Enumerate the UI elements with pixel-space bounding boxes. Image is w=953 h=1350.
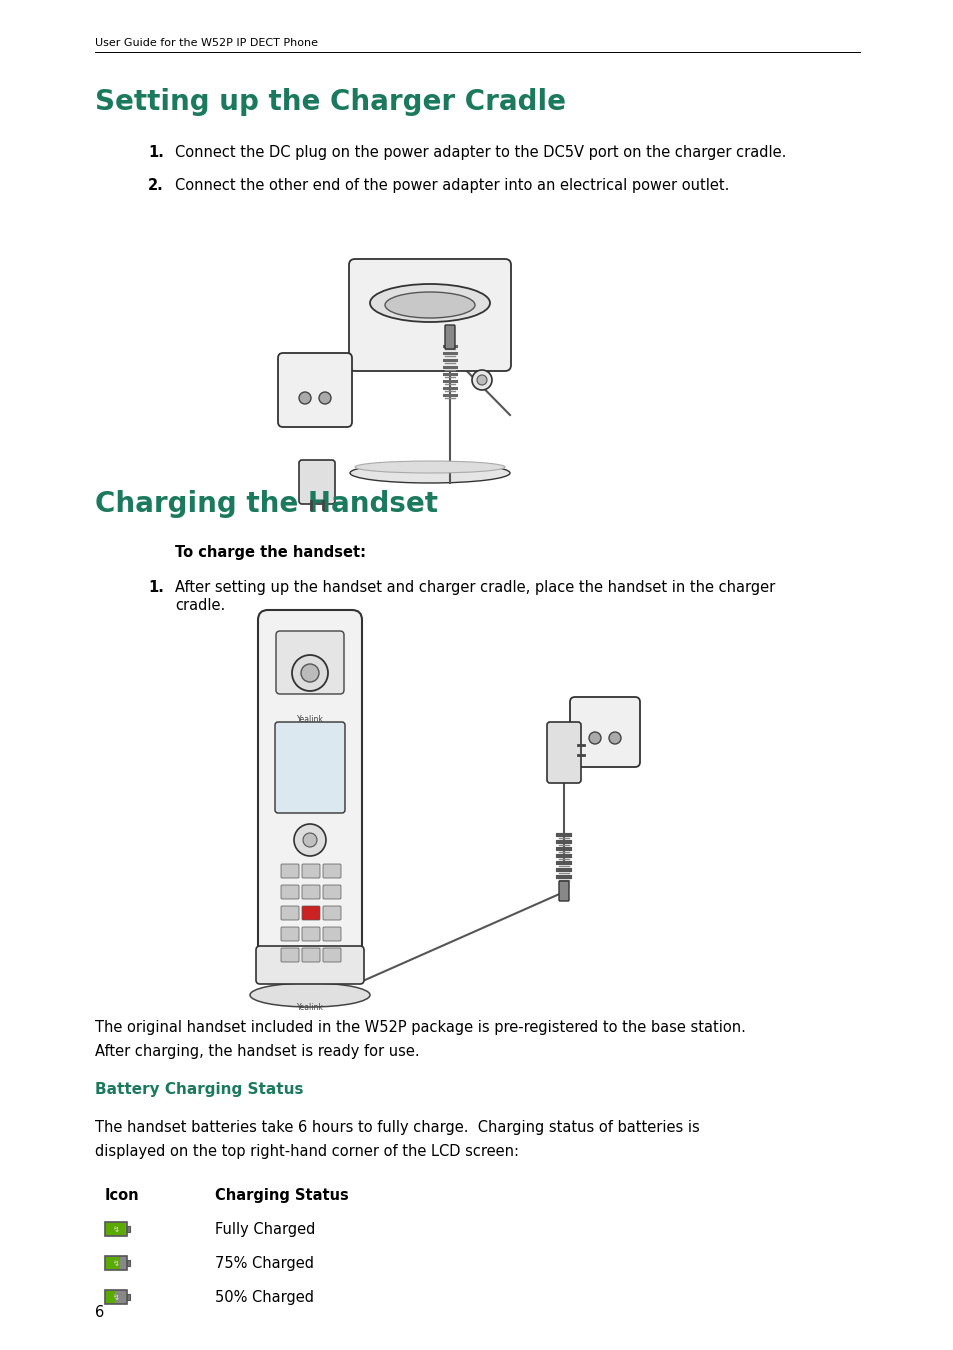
Text: Yealink: Yealink	[296, 1003, 323, 1012]
FancyBboxPatch shape	[281, 948, 298, 963]
FancyBboxPatch shape	[323, 906, 340, 919]
Text: 6: 6	[95, 1305, 104, 1320]
FancyBboxPatch shape	[302, 886, 319, 899]
Ellipse shape	[355, 460, 504, 472]
Text: After charging, the handset is ready for use.: After charging, the handset is ready for…	[95, 1044, 419, 1058]
FancyBboxPatch shape	[281, 886, 298, 899]
FancyBboxPatch shape	[349, 259, 511, 371]
Ellipse shape	[385, 292, 475, 319]
FancyBboxPatch shape	[558, 882, 568, 900]
FancyBboxPatch shape	[323, 948, 340, 963]
Circle shape	[472, 370, 492, 390]
FancyBboxPatch shape	[569, 697, 639, 767]
FancyBboxPatch shape	[275, 630, 344, 694]
Text: Icon: Icon	[105, 1188, 139, 1203]
Text: 2.: 2.	[148, 178, 164, 193]
Text: ↯: ↯	[112, 1258, 119, 1268]
FancyBboxPatch shape	[255, 946, 364, 984]
Text: 1.: 1.	[148, 144, 164, 161]
FancyBboxPatch shape	[127, 1295, 130, 1300]
Circle shape	[318, 392, 331, 404]
Text: To charge the handset:: To charge the handset:	[174, 545, 366, 560]
Text: After setting up the handset and charger cradle, place the handset in the charge: After setting up the handset and charger…	[174, 580, 775, 595]
Text: displayed on the top right-hand corner of the LCD screen:: displayed on the top right-hand corner o…	[95, 1143, 518, 1160]
FancyBboxPatch shape	[444, 325, 455, 350]
FancyBboxPatch shape	[274, 722, 345, 813]
Text: Connect the DC plug on the power adapter to the DC5V port on the charger cradle.: Connect the DC plug on the power adapter…	[174, 144, 785, 161]
FancyBboxPatch shape	[106, 1291, 115, 1303]
Text: ↯: ↯	[112, 1292, 119, 1301]
Text: Setting up the Charger Cradle: Setting up the Charger Cradle	[95, 88, 565, 116]
FancyBboxPatch shape	[105, 1256, 127, 1270]
Text: Yealink: Yealink	[296, 716, 323, 724]
FancyBboxPatch shape	[298, 460, 335, 504]
Circle shape	[588, 732, 600, 744]
Text: ↯: ↯	[112, 1224, 119, 1234]
FancyBboxPatch shape	[546, 722, 580, 783]
Ellipse shape	[350, 463, 510, 483]
Text: Connect the other end of the power adapter into an electrical power outlet.: Connect the other end of the power adapt…	[174, 178, 729, 193]
FancyBboxPatch shape	[127, 1260, 130, 1266]
FancyBboxPatch shape	[106, 1223, 125, 1235]
FancyBboxPatch shape	[302, 864, 319, 878]
FancyBboxPatch shape	[323, 927, 340, 941]
Ellipse shape	[250, 983, 370, 1007]
Text: Charging Status: Charging Status	[214, 1188, 349, 1203]
FancyBboxPatch shape	[106, 1257, 120, 1269]
FancyBboxPatch shape	[105, 1222, 127, 1237]
FancyBboxPatch shape	[127, 1226, 130, 1233]
Ellipse shape	[370, 284, 490, 323]
FancyBboxPatch shape	[281, 927, 298, 941]
Text: The handset batteries take 6 hours to fully charge.  Charging status of batterie: The handset batteries take 6 hours to fu…	[95, 1120, 699, 1135]
Circle shape	[476, 375, 486, 385]
FancyBboxPatch shape	[323, 864, 340, 878]
FancyBboxPatch shape	[281, 864, 298, 878]
Text: 75% Charged: 75% Charged	[214, 1256, 314, 1270]
Text: cradle.: cradle.	[174, 598, 225, 613]
FancyBboxPatch shape	[281, 906, 298, 919]
Text: The original handset included in the W52P package is pre-registered to the base : The original handset included in the W52…	[95, 1021, 745, 1035]
FancyBboxPatch shape	[277, 352, 352, 427]
FancyBboxPatch shape	[302, 906, 319, 919]
Text: 1.: 1.	[148, 580, 164, 595]
Circle shape	[608, 732, 620, 744]
FancyBboxPatch shape	[257, 610, 361, 965]
FancyBboxPatch shape	[105, 1291, 127, 1304]
Text: Charging the Handset: Charging the Handset	[95, 490, 437, 518]
FancyBboxPatch shape	[323, 886, 340, 899]
Circle shape	[301, 664, 318, 682]
Text: User Guide for the W52P IP DECT Phone: User Guide for the W52P IP DECT Phone	[95, 38, 317, 49]
FancyBboxPatch shape	[302, 948, 319, 963]
Circle shape	[303, 833, 316, 846]
Text: Fully Charged: Fully Charged	[214, 1222, 315, 1237]
Text: 50% Charged: 50% Charged	[214, 1291, 314, 1305]
Circle shape	[298, 392, 311, 404]
FancyBboxPatch shape	[302, 927, 319, 941]
Circle shape	[292, 655, 328, 691]
Circle shape	[294, 824, 326, 856]
Text: Battery Charging Status: Battery Charging Status	[95, 1081, 303, 1098]
